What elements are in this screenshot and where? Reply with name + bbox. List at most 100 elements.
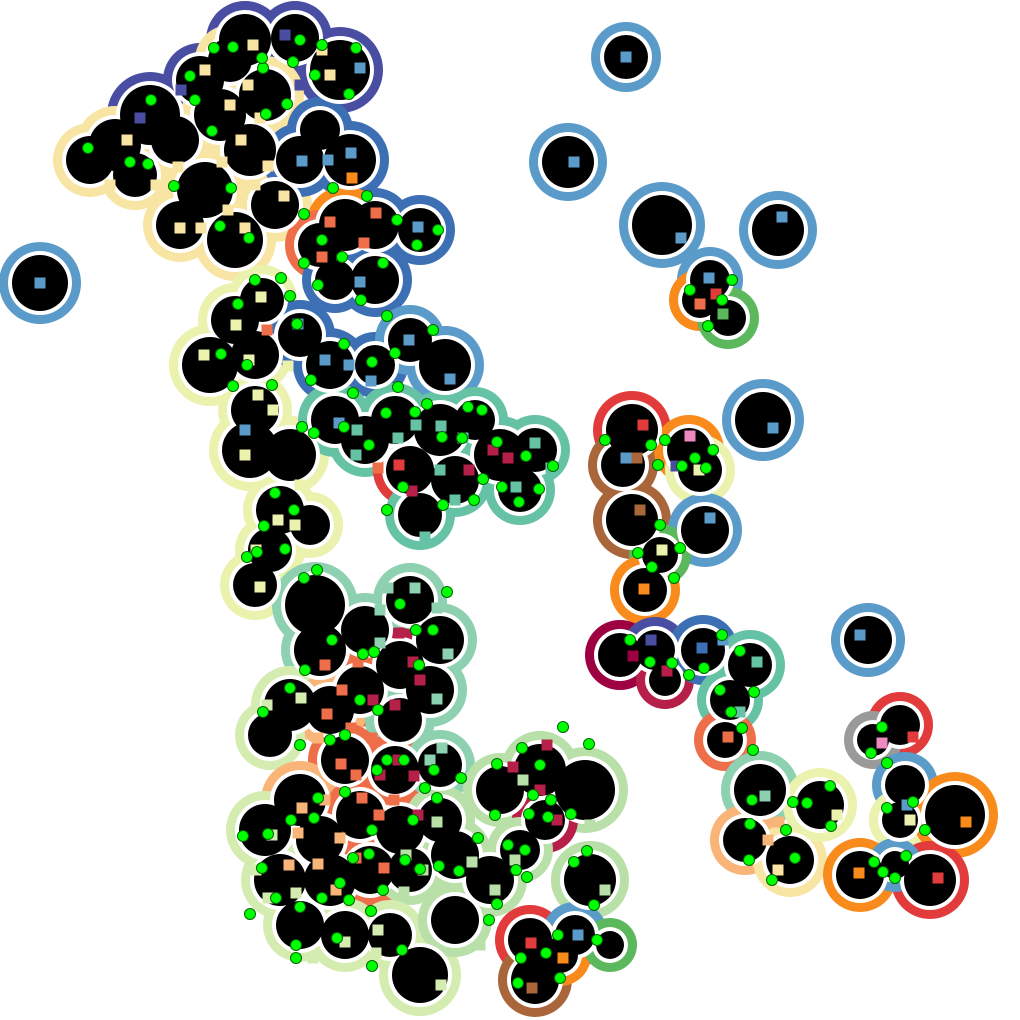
- cell-centroid-square: [104, 179, 116, 191]
- cell-centroid-square: [358, 237, 370, 249]
- cell-centroid-square: [134, 112, 146, 124]
- seed-point: [312, 279, 324, 291]
- seed-point: [381, 310, 393, 322]
- cell-contour: [378, 698, 422, 742]
- cell-contour: [276, 901, 324, 949]
- cell-centroid-square: [684, 430, 696, 442]
- seed-point: [269, 487, 281, 499]
- seed-point: [736, 722, 748, 734]
- seed-point: [287, 56, 299, 68]
- cell-centroid-square: [350, 769, 362, 781]
- seed-point: [371, 764, 383, 776]
- cell-centroid-square: [759, 790, 771, 802]
- cell-centroid-square: [409, 582, 421, 594]
- seed-point: [291, 318, 303, 330]
- seed-point: [515, 952, 527, 964]
- seed-point: [907, 796, 919, 808]
- cell-centroid-square: [541, 739, 553, 751]
- cell-centroid-square: [466, 856, 478, 868]
- seed-point: [331, 932, 343, 944]
- cell-centroid-square: [239, 222, 251, 234]
- cell-centroid-square: [710, 288, 722, 300]
- cell-centroid-square: [557, 952, 569, 964]
- cell-centroid-square: [406, 485, 418, 497]
- seed-point: [644, 656, 656, 668]
- cell-centroid-square: [932, 872, 944, 884]
- seed-point: [275, 272, 287, 284]
- cell-contour: [601, 443, 645, 487]
- seed-point: [919, 824, 931, 836]
- seed-point: [545, 794, 557, 806]
- seed-point: [889, 872, 901, 884]
- cell-centroid-square: [290, 887, 302, 899]
- seed-point: [547, 460, 559, 472]
- cell-contour: [606, 404, 658, 456]
- cell-centroid-square: [431, 693, 443, 705]
- seed-point: [392, 381, 404, 393]
- cell-centroid-square: [312, 858, 324, 870]
- cell-centroid-square: [373, 809, 385, 821]
- cell-centroid-square: [773, 816, 785, 828]
- cell-centroid-square: [675, 232, 687, 244]
- cell-centroid-square: [249, 179, 261, 191]
- seed-point: [225, 182, 237, 194]
- cell-centroid-square: [410, 419, 422, 431]
- cell-contour: [388, 848, 432, 892]
- seed-point: [396, 944, 408, 956]
- seed-point: [409, 406, 421, 418]
- seed-point: [483, 914, 495, 926]
- seed-point: [312, 792, 324, 804]
- cell-centroid-square: [216, 156, 228, 168]
- seed-point: [645, 439, 657, 451]
- cell-centroid-square: [34, 277, 46, 289]
- cell-contour: [231, 331, 279, 379]
- cell-centroid-square: [278, 190, 290, 202]
- seed-point: [308, 812, 320, 824]
- cell-centroid-square: [463, 464, 475, 476]
- seed-point: [583, 738, 595, 750]
- seed-point: [516, 742, 528, 754]
- seed-point: [243, 232, 255, 244]
- seed-point: [334, 877, 346, 889]
- seed-point: [266, 379, 278, 391]
- seed-point: [316, 39, 328, 51]
- seed-point: [441, 586, 453, 598]
- cell-contour: [476, 766, 524, 814]
- seed-point: [299, 664, 311, 676]
- cell-centroid-square: [449, 494, 461, 506]
- cell-centroid-square: [767, 422, 779, 434]
- seed-point: [251, 546, 263, 558]
- cell-centroid-square: [634, 504, 646, 516]
- seed-point: [527, 789, 539, 801]
- seed-point: [824, 780, 836, 792]
- cell-centroid-square: [319, 659, 331, 671]
- seed-point-markers: [82, 34, 931, 989]
- cell-centroid-square: [262, 892, 274, 904]
- cell-centroid-square: [722, 731, 734, 743]
- cell-contour: [431, 896, 479, 944]
- seed-point: [354, 694, 366, 706]
- seed-point: [338, 338, 350, 350]
- seed-point: [502, 839, 514, 851]
- seed-point: [288, 504, 300, 516]
- seed-point: [327, 182, 339, 194]
- seed-point: [552, 929, 564, 941]
- seed-point: [82, 142, 94, 154]
- seed-point: [343, 88, 355, 100]
- cell-contour: [386, 576, 434, 624]
- seed-point: [372, 704, 384, 716]
- cell-centroid-square: [517, 774, 529, 786]
- cell-contour: [398, 493, 442, 537]
- seed-point: [256, 52, 268, 64]
- seed-point: [227, 41, 239, 53]
- cell-centroid-square: [435, 420, 447, 432]
- cell-centroid-square: [584, 819, 596, 831]
- cell-centroid-square: [378, 862, 390, 874]
- seed-point: [654, 519, 666, 531]
- cell-centroid-square: [392, 432, 404, 444]
- seed-point: [652, 459, 664, 471]
- seed-point: [237, 830, 249, 842]
- seed-point: [244, 908, 256, 920]
- cell-centroid-square: [412, 221, 424, 233]
